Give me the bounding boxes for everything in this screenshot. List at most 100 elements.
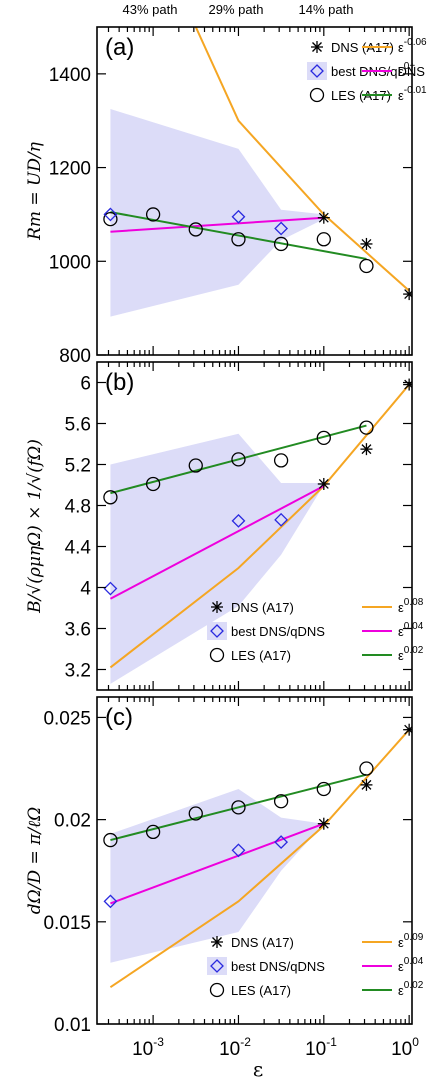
x-tick-label-1e-3: 10-3 [132, 1035, 164, 1060]
legend-exponent: 0.04 [404, 621, 424, 632]
star-stroke [212, 602, 222, 612]
panel-c-les-point [188, 806, 203, 821]
legend-epsilon: ε [398, 935, 404, 950]
legend-exponent: 0.04 [404, 956, 424, 967]
star-stroke [404, 725, 412, 735]
legend-epsilon: ε [398, 600, 404, 615]
panel-c-dns-point [360, 778, 373, 791]
panel-c-legend-marker-label: best DNS/qDNS [231, 959, 325, 974]
panel-b-best-point [274, 512, 289, 527]
star-stroke [404, 290, 412, 300]
panel-a-uncertainty-band [110, 109, 324, 317]
panel-b-y-tick-label: 4.8 [65, 497, 91, 518]
panel-c-les-point [273, 794, 289, 809]
panel-c-letter: (c) [105, 704, 133, 731]
panel-a-y-tick-label: 1400 [49, 65, 91, 86]
panel-b-legend-marker-label: best DNS/qDNS [231, 624, 325, 639]
panel-c-orange-fit-line [109, 729, 410, 989]
panel-b-y-tick-label: 6 [80, 374, 91, 395]
panel-b-magenta-fit-line [109, 485, 325, 600]
panel-b-y-tick-label: 5.6 [65, 415, 91, 436]
panel-a-plot-area [103, 27, 412, 317]
panel-a-green-fit-line [110, 211, 367, 260]
star-stroke [361, 444, 372, 455]
panel-c-y-tick-label: 0.01 [54, 1015, 91, 1036]
panel-a-dns-point [360, 237, 373, 250]
panel-b-dns-point [403, 378, 412, 391]
legend-exponent: -0.01 [404, 85, 427, 96]
panel-a-letter: (a) [105, 34, 134, 61]
panel-c-plot-area [103, 723, 412, 989]
panel-b-y-tick-label: 4 [80, 579, 91, 600]
panel-a-legend-marker-label: LES (A17) [331, 88, 391, 103]
panel-a-les-point [273, 236, 289, 252]
panel-b-legend-les-marker [209, 647, 225, 663]
panel-c-les-point [145, 824, 161, 840]
star-stroke [361, 238, 372, 249]
panel-c-les-point [316, 781, 331, 797]
star-stroke [312, 42, 322, 52]
panel-a-orange-fit-line [194, 27, 410, 292]
panel-b-legend-dns-marker [211, 601, 223, 613]
panel-a-les-point [231, 232, 246, 247]
panel-b: 3.2 3.6 4 4.4 4.8 5.2 5.6 6 (b) B/√(ρμηΩ) × 1/√(f… [25, 361, 424, 691]
panel-b-legend-best-marker [210, 624, 224, 638]
panel-a-legend-line-label: ε0+ [398, 61, 415, 79]
panel-c-legend-marker-label: DNS (A17) [231, 935, 294, 950]
panel-b-frame [96, 361, 413, 691]
legend-epsilon: ε [398, 88, 404, 103]
legend-exponent: -0.06 [404, 37, 427, 48]
panel-c-les-point [103, 832, 118, 848]
panel-c-best-point [274, 835, 289, 850]
panel-a-y-tick-label: 1200 [49, 159, 91, 180]
star-stroke [318, 818, 329, 829]
panel-b-plot-area [103, 378, 412, 684]
panel-c: 0.01 0.015 0.02 0.025 (c) dΩ/D = π/ℓΩ DNS (A17… [25, 696, 424, 1036]
star-stroke [318, 479, 329, 489]
panel-c-best-point [231, 843, 246, 858]
panel-b-orange-fit-line [109, 383, 410, 669]
panel-c-legend-line-label: ε0.09 [398, 932, 424, 950]
panel-b-legend-line-label: ε0.04 [398, 621, 424, 639]
star-stroke [318, 212, 329, 223]
panel-b-legend-best-bg [207, 622, 227, 640]
panel-b-legend-marker-label: DNS (A17) [231, 600, 294, 615]
panel-b-y-tick-label: 4.4 [65, 538, 92, 559]
panel-c-best-point [103, 894, 118, 909]
panel-b-y-axis-label: B/√(ρμηΩ) × 1/√(fΩ) [25, 439, 45, 614]
legend-epsilon: ε [398, 648, 404, 663]
panel-b-y-tick-label: 3.2 [65, 661, 91, 682]
legend-exponent: 0.09 [404, 932, 424, 943]
panel-b-legend-marker-label: LES (A17) [231, 648, 291, 663]
panel-a-y-axis-label: Rm = UD/η [25, 141, 45, 241]
panel-a-frame [96, 26, 413, 356]
panel-b-legend-line-label: ε0.02 [398, 645, 424, 663]
panel-a-les-point [316, 232, 331, 247]
panel-b-y-tick-label: 3.6 [65, 620, 91, 641]
panel-c-frame [96, 696, 413, 1025]
panel-c-legend-best-bg [207, 957, 227, 975]
panel-c-legend-dns-marker [211, 936, 223, 948]
panel-c-magenta-fit-line [110, 822, 325, 905]
top-label-14: 14% path [299, 2, 354, 17]
x-tick-label-1e-1: 10-1 [305, 1035, 337, 1060]
panel-b-les-point [145, 476, 161, 492]
legend-epsilon: ε [398, 624, 404, 639]
panel-b-dns-point [360, 443, 373, 456]
panel-a-legend-les-marker [309, 87, 325, 103]
panel-a-legend-best-bg [307, 62, 327, 80]
x-axis-label: ε [253, 1057, 263, 1080]
panel-a-legend-line-label: ε-0.01 [398, 85, 427, 103]
x-tick-labels: 10-3 10-2 10-1 100 [132, 1035, 419, 1060]
panel-c-legend-best-marker [210, 959, 224, 973]
panel-a-legend-line-label: ε-0.06 [398, 37, 427, 55]
panel-b-letter: (b) [105, 369, 134, 396]
panel-c-legend-line-label: ε0.02 [398, 980, 424, 998]
panel-a-dns-point [317, 211, 330, 224]
legend-epsilon: ε [398, 959, 404, 974]
panel-b-uncertainty-band [110, 433, 324, 684]
star-stroke [404, 380, 412, 390]
panel-a-les-point [188, 222, 203, 237]
